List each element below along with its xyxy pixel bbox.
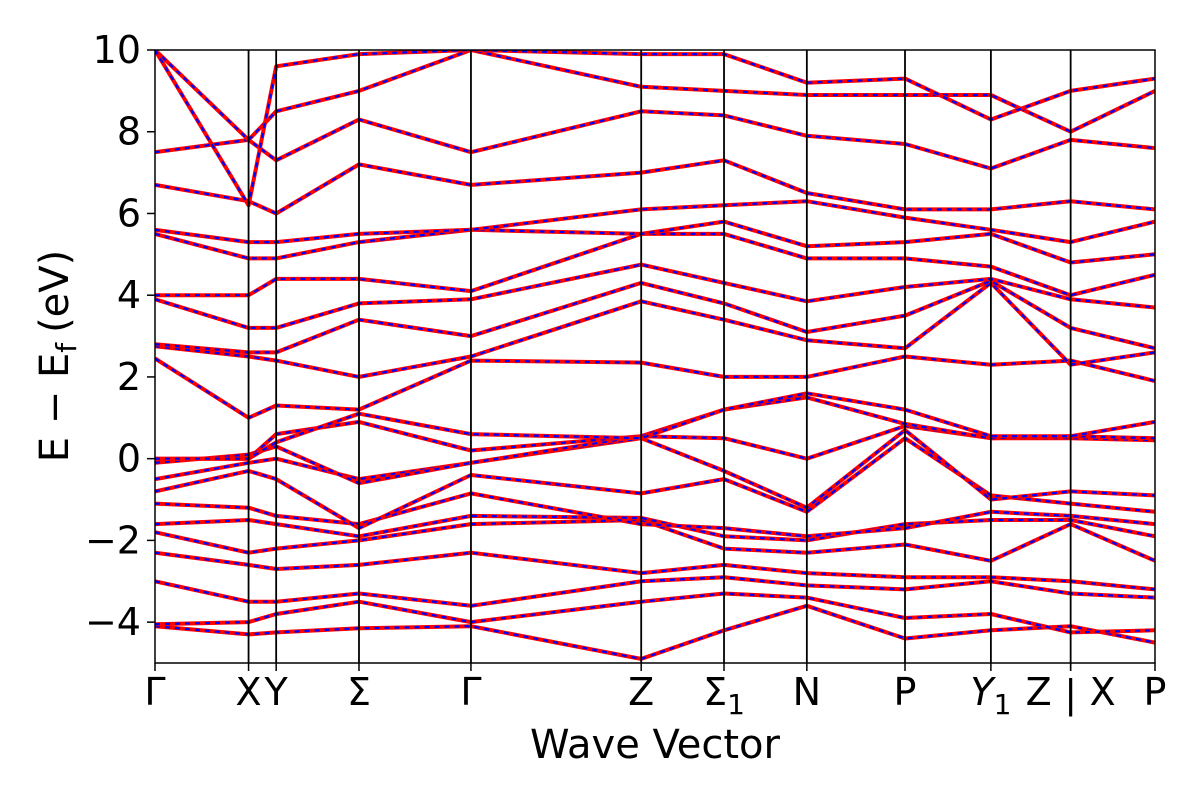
band-21-spin-down (155, 50, 1155, 142)
x-tick-label: P (1144, 670, 1167, 714)
y-axis-ticks: 10 8 6 4 2 0 −2 −4 (85, 28, 155, 644)
x-tick-label: X (1090, 670, 1116, 714)
band-19-spin-down (155, 159, 1155, 215)
x-tick-label-main: X (1090, 670, 1116, 714)
x-tick-label: X (236, 670, 262, 714)
x-tick-label: Γ (144, 670, 165, 714)
y-tick-label: 10 (93, 28, 141, 72)
x-tick-label-main: Σ (703, 670, 727, 714)
x-tick-label: Γ (460, 670, 481, 714)
y-tick-label: −4 (85, 600, 141, 644)
x-tick-label: Z (628, 670, 654, 714)
y-axis-title: E − Ef (eV) (32, 250, 83, 463)
x-tick-label-main: Y (264, 670, 289, 714)
x-tick-label-main: Y (970, 670, 996, 714)
k-point-lines (247, 50, 1072, 663)
x-tick-label-sub: 1 (994, 688, 1012, 721)
x-tick-label: Y (264, 670, 289, 714)
band-3-spin-down (155, 551, 1155, 591)
path-break-label: | (1064, 672, 1077, 717)
x-tick-label-sub: 1 (727, 688, 745, 721)
x-tick-label: N (793, 670, 821, 714)
x-tick-label: P (894, 670, 917, 714)
y-tick-label: 4 (117, 273, 141, 317)
x-tick-label-main: Z (628, 670, 654, 714)
x-tick-label-main: Γ (460, 670, 481, 714)
band-18-spin-down (155, 200, 1155, 244)
y-tick-label: 8 (117, 110, 141, 154)
band-8-spin-down (155, 428, 1155, 509)
x-tick-label-main: P (894, 670, 917, 714)
band-13-spin-down (155, 281, 1155, 379)
band-16-spin-down (155, 232, 1155, 297)
band-4-spin-down (155, 518, 1155, 562)
band-0-spin-down (155, 604, 1155, 661)
band-2-spin-down (155, 576, 1155, 607)
y-tick-label: −2 (85, 518, 141, 562)
y-tick-label: 6 (117, 191, 141, 235)
x-tick-label-main: Σ (347, 670, 371, 714)
x-tick-label: Σ (347, 670, 371, 714)
y-axis-title-unit: (eV) (32, 250, 78, 333)
x-tick-label: Y1 (970, 670, 1011, 721)
band-6-spin-down (155, 492, 1155, 538)
x-tick-label-main: Γ (144, 670, 165, 714)
x-tick-label: Z (1026, 670, 1052, 714)
x-tick-label-main: P (1144, 670, 1167, 714)
band-1-spin-down (155, 592, 1155, 634)
band-11-spin-down (155, 392, 1155, 460)
x-tick-label-main: Z (1026, 670, 1052, 714)
y-axis-title-main: E − E (32, 353, 78, 463)
y-axis-title-sub: f (50, 342, 83, 353)
x-axis-ticks: Γ X Y Σ Γ Z Σ1 N P Y1 Z | X P (144, 663, 1166, 721)
x-axis-title: Wave Vector (530, 722, 781, 768)
band-22-spin-down (155, 50, 1155, 209)
band-12-spin-down (155, 355, 1155, 420)
band-14-spin-down (155, 279, 1155, 354)
band-15-spin-down (155, 263, 1155, 329)
y-tick-label: 0 (117, 437, 141, 481)
band-17-spin-down (155, 220, 1155, 264)
y-tick-label: 2 (117, 355, 141, 399)
x-tick-label-main: X (236, 670, 262, 714)
x-tick-label: Σ1 (703, 670, 745, 721)
band-20-spin-down (155, 110, 1155, 170)
plot-frame (154, 49, 1156, 664)
x-tick-label-main: N (793, 670, 821, 714)
bands-layer (155, 50, 1155, 661)
